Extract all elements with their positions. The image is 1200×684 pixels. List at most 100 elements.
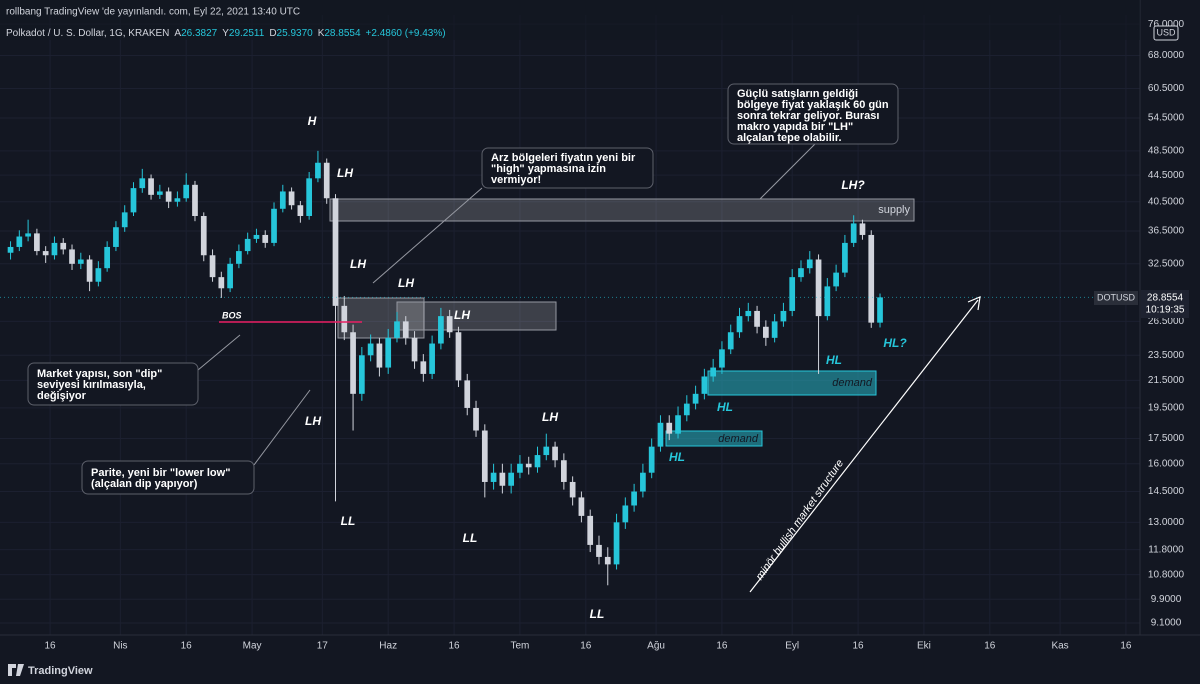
candle-body <box>727 332 734 350</box>
currency[interactable]: USD <box>1156 27 1176 37</box>
structure-label: HL <box>717 400 733 414</box>
candle-body <box>604 556 611 565</box>
candle-body <box>508 472 515 486</box>
ohlc-value: 26.3827 <box>181 28 218 39</box>
candle-body <box>16 236 23 247</box>
candle-body <box>218 277 225 289</box>
zone-label: demand <box>832 377 873 389</box>
candle-body <box>95 268 102 282</box>
pointer <box>759 143 816 200</box>
candle-body <box>763 326 769 338</box>
structure-labels: H LH LH LH LH LH LL LL LL HL HL HL HL? L… <box>305 114 907 621</box>
candle-body <box>288 191 295 206</box>
callout-text: vermiyor! <box>491 174 541 186</box>
candle-body <box>332 198 339 306</box>
candle-body <box>666 422 673 434</box>
candle-body <box>736 316 743 333</box>
y-tick-label: 23.5000 <box>1148 350 1185 361</box>
zone-box <box>396 301 557 331</box>
callout-box <box>481 147 654 189</box>
candle-body <box>7 246 14 253</box>
zone-box <box>337 297 425 339</box>
candle-body <box>631 491 637 506</box>
x-tick-label: Tem <box>510 641 529 652</box>
candle-body <box>543 446 550 456</box>
callout-text: bölgeye fiyat yaklaşık 60 gün <box>737 99 889 111</box>
x-tick-label: Kas <box>1051 641 1068 652</box>
y-tick-label: 21.5000 <box>1148 375 1185 386</box>
y-tick-label: 17.5000 <box>1148 433 1185 444</box>
brand[interactable]: TradingView <box>28 665 93 677</box>
candle-body <box>780 310 787 322</box>
brand-logo[interactable] <box>8 664 24 676</box>
callout-box <box>27 362 199 406</box>
candle-body <box>323 162 330 199</box>
candle-body <box>130 188 137 213</box>
candle-body <box>69 249 75 264</box>
callout: Güçlü satışların geldiği bölgeye fiyat y… <box>727 83 899 200</box>
callout-text: Market yapısı, son "dip" <box>37 368 162 380</box>
candle-body <box>438 316 444 344</box>
y-tick-label: 10.8000 <box>1148 569 1185 580</box>
callout-text: makro yapıda bir "LH" <box>737 121 853 133</box>
y-tick-label: 44.5000 <box>1148 170 1185 181</box>
candle-body <box>244 238 251 252</box>
candles <box>0 150 1140 586</box>
currency-box[interactable] <box>1153 25 1179 41</box>
candle-body <box>271 208 277 243</box>
candle-body <box>683 403 690 416</box>
candle-body <box>376 343 383 368</box>
candle-body <box>481 430 488 482</box>
y-tick-label: 76.0000 <box>1148 19 1185 30</box>
candle-body <box>402 321 409 338</box>
candle-body <box>517 463 523 473</box>
y-tick-label: 13.0000 <box>1148 517 1185 528</box>
callout-text: Arz bölgeleri fiyatın yeni bir <box>491 152 636 164</box>
candle-body <box>183 184 190 199</box>
candle-body <box>420 361 427 374</box>
candle-body <box>385 337 392 368</box>
published: rollbang TradingView 'de yayınlandı. com… <box>6 7 300 18</box>
y-tick-label: 26.5000 <box>1148 316 1185 327</box>
callout: Market yapısı, son "dip" seviyesi kırılm… <box>27 334 241 406</box>
callout-text: seviyesi kırılmasıyla, <box>37 379 146 391</box>
y-tick-label: 19.5000 <box>1148 403 1185 414</box>
candle-body <box>798 268 804 278</box>
callout-text: Güçlü satışların geldiği <box>737 88 858 100</box>
candle-body <box>121 212 128 228</box>
candle-body <box>236 251 242 264</box>
candle-body <box>139 178 146 189</box>
candle-body <box>148 178 154 195</box>
callout-text: değişiyor <box>37 390 87 402</box>
candle-body <box>306 178 313 217</box>
trend-arrow <box>749 299 979 593</box>
candle-body <box>446 316 453 333</box>
x-tick-label: 16 <box>580 641 592 652</box>
candle-body <box>842 242 848 273</box>
x-tick-label: Nis <box>113 641 127 652</box>
candle-body <box>789 277 796 311</box>
structure-label: LH <box>542 410 558 424</box>
ohlc-key: Y <box>222 28 229 39</box>
candle-body <box>51 242 58 256</box>
structure-label: LH <box>350 257 366 271</box>
candle-body <box>719 349 725 368</box>
arrow-head <box>967 296 981 311</box>
candle-body <box>560 460 567 482</box>
structure-label: LL <box>341 514 356 528</box>
x-tick-label: 17 <box>317 641 329 652</box>
pointer <box>197 334 241 371</box>
change: +2.4860 (+9.43%) <box>366 28 446 39</box>
candle-body <box>367 343 374 356</box>
candle-body <box>692 393 699 404</box>
candle-body <box>165 191 172 202</box>
ohlc-value: 29.2511 <box>229 28 265 39</box>
candle-body <box>850 223 857 243</box>
y-tick-label: 36.5000 <box>1148 226 1185 237</box>
callout: Parite, yeni bir "lower low" (alçalan di… <box>81 389 311 495</box>
structure-label: LL <box>463 531 478 545</box>
y-tick-label: 14.5000 <box>1148 486 1185 497</box>
candle-body <box>569 481 576 498</box>
ohlc-key: A <box>174 28 181 39</box>
